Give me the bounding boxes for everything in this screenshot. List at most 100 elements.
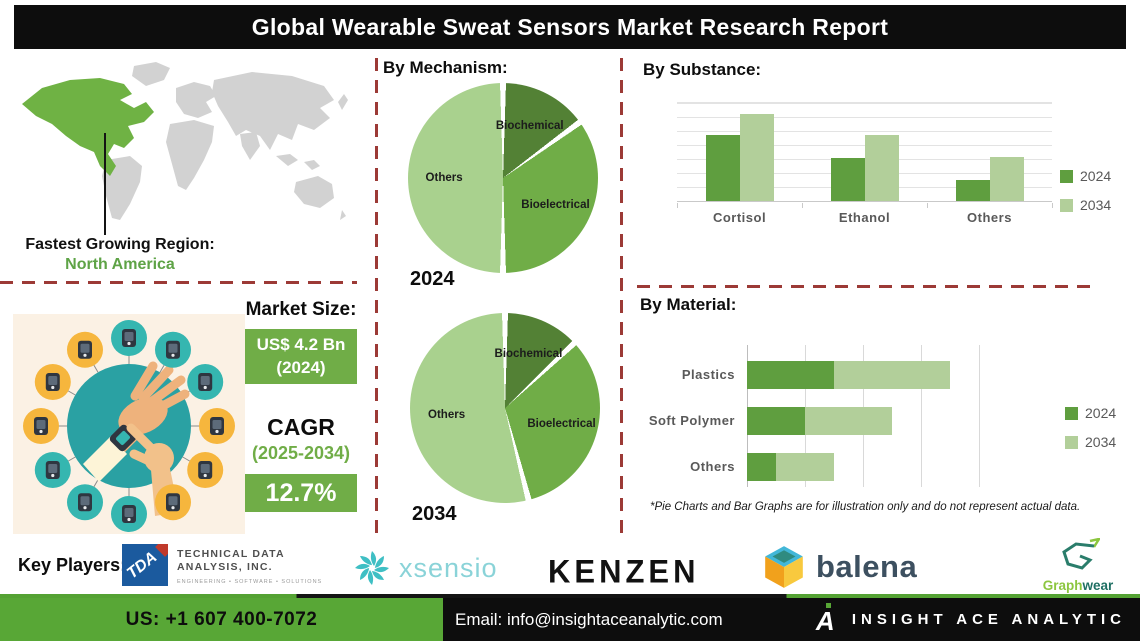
footer-email: Email: info@insightaceanalytic.com (455, 610, 723, 629)
pie-slice-label-biochemical: Biochemical (495, 119, 564, 132)
smart-sock-icon (111, 320, 147, 356)
cagr-heading: CAGR (267, 414, 335, 440)
thermometer-icon (187, 364, 224, 400)
map-india (240, 132, 260, 160)
insight-ace-logo-icon: A (815, 602, 840, 637)
mechanism-heading: By Mechanism: (383, 58, 508, 77)
cagr-value-box: 12.7% (245, 474, 357, 512)
mechanism-pie-2024: Biochemical Bioelectrical Others (408, 83, 598, 273)
map-new-zealand (340, 210, 346, 220)
smartwatch-icon (34, 364, 71, 400)
pie-slice-label-biochemical: Biochemical (494, 347, 563, 360)
market-size-value: US$ 4.2 Bn (256, 335, 346, 354)
key-players-row: Key Players: TDA TECHNICAL DATA ANALYSIS… (0, 537, 1140, 594)
gridline (921, 345, 922, 487)
legend-swatch-icon (1065, 406, 1078, 420)
legend-label: 2034 (1080, 197, 1112, 213)
tda-monogram-icon: TDA (122, 544, 168, 586)
xsensio-wordmark: xsensio (399, 552, 498, 583)
material-bar-chart: Plastics Soft Polymer Others (635, 345, 1095, 495)
footer-bar: US: +1 607 400-7072 Email: info@insighta… (0, 598, 1140, 641)
map-australia (294, 176, 334, 208)
footer-phone: US: +1 607 400-7072 (0, 598, 443, 641)
page-title: Global Wearable Sweat Sensors Market Res… (251, 14, 889, 40)
fitness-band-icon (187, 452, 224, 488)
bar-cortisol-2024 (705, 135, 740, 201)
legend-swatch-icon (1060, 198, 1073, 212)
camera-icon (155, 484, 191, 521)
legend-item-2034: 2034 (1065, 434, 1116, 450)
axis-tick (677, 203, 678, 208)
mechanism-pie-2034-year: 2034 (412, 503, 457, 525)
fastest-growing-region: Fastest Growing Region: North America (12, 236, 228, 274)
axis-tick (1052, 203, 1053, 208)
smartphone-icon (111, 496, 147, 532)
category-label-others: Others (967, 210, 1012, 225)
map-asia (212, 72, 334, 150)
legend-item-2024: 2024 (1060, 168, 1111, 184)
pie-slice-label-bioelectrical: Bioelectrical (527, 418, 596, 431)
legend-label: 2024 (1085, 405, 1117, 421)
map-africa (166, 120, 214, 190)
insight-ace-logo-dot (825, 602, 831, 608)
category-label-cortisol: Cortisol (712, 210, 767, 225)
bar-plastics-2034 (834, 361, 950, 389)
logo-xsensio: xsensio (352, 548, 498, 588)
title-bar: Global Wearable Sweat Sensors Market Res… (14, 5, 1126, 49)
material-heading: By Material: (640, 295, 737, 314)
bar-soft-polymer-2034 (805, 407, 892, 435)
tda-tagline-text: ENGINEERING • SOFTWARE • SOLUTIONS (177, 579, 323, 586)
graphwear-mark-icon (1062, 537, 1102, 570)
world-map (22, 62, 348, 220)
bar-others-2034 (776, 453, 834, 481)
mechanism-pie-2034: Biochemical Bioelectrical Others (410, 313, 600, 503)
substance-heading: By Substance: (643, 60, 762, 79)
divider-vertical-left (375, 58, 378, 535)
bar-soft-polymer-2024 (747, 407, 805, 435)
gridline (979, 345, 980, 487)
divider-horizontal-left (0, 281, 357, 284)
bar-others-2024 (955, 180, 990, 201)
market-size-year: (2024) (276, 357, 326, 377)
graphwear-wordmark: Graphwear (1026, 578, 1130, 593)
footer-brand-name: INSIGHT ACE ANALYTIC (851, 611, 1126, 628)
wristband-icon (34, 452, 71, 488)
logo-balena: balena (762, 544, 917, 590)
category-label-soft-polymer: Soft Polymer (648, 413, 735, 428)
material-legend: 2024 2034 (1065, 405, 1116, 463)
legend-label: 2024 (1080, 168, 1112, 184)
map-pointer-line (104, 133, 106, 235)
pie-slice-label-others: Others (428, 409, 466, 422)
bar-others-2024 (747, 453, 776, 481)
graphwear-wordmark-wear: wear (1082, 578, 1114, 593)
logo-technical-data-analysis: TDA TECHNICAL DATA ANALYSIS, INC. ENGINE… (122, 544, 322, 586)
tda-monogram-text: TDA (123, 548, 161, 583)
legend-label: 2034 (1085, 434, 1117, 450)
category-label-ethanol: Ethanol (838, 210, 891, 225)
map-indonesia (304, 160, 320, 170)
axis-tick (802, 203, 803, 208)
substance-legend: 2024 2034 (1060, 168, 1111, 226)
market-size-value-box: US$ 4.2 Bn (2024) (245, 329, 357, 384)
market-size-heading: Market Size: (245, 299, 357, 320)
pie-slice-label-bioelectrical: Bioelectrical (521, 198, 590, 211)
fastest-growing-region-label: Fastest Growing Region: (25, 236, 215, 253)
map-north-america-highlight (22, 78, 154, 176)
category-label-others: Others (690, 459, 735, 474)
footer-divider-line (0, 594, 1140, 598)
substance-bar-chart (677, 102, 1053, 208)
category-label-plastics: Plastics (681, 367, 735, 382)
logo-kenzen: KENZEN (548, 553, 700, 590)
bar-plastics-2024 (747, 361, 834, 389)
fastest-growing-region-value: North America (65, 256, 175, 273)
legend-item-2034: 2034 (1060, 197, 1111, 213)
map-japan (338, 94, 348, 110)
tda-accent-mark (155, 544, 168, 557)
cagr-period: (2025-2034) (251, 443, 351, 463)
divider-vertical-right (620, 58, 623, 535)
bar-ethanol-2034 (864, 135, 899, 201)
map-greenland (132, 62, 170, 86)
insight-ace-logo-letter: A (815, 605, 835, 636)
legend-item-2024: 2024 (1065, 405, 1116, 421)
